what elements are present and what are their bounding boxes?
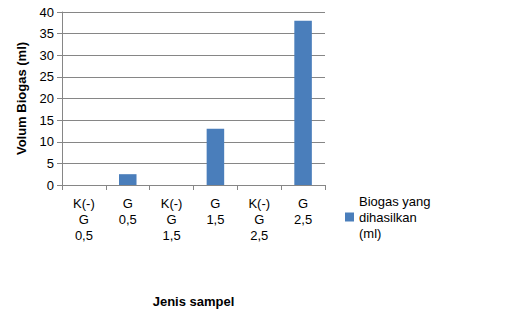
svg-text:G: G xyxy=(123,196,133,211)
svg-text:1,5: 1,5 xyxy=(163,228,181,243)
svg-text:dihasilkan: dihasilkan xyxy=(359,210,417,225)
svg-text:15: 15 xyxy=(40,113,54,128)
svg-text:G: G xyxy=(79,212,89,227)
svg-text:2,5: 2,5 xyxy=(250,228,268,243)
svg-text:25: 25 xyxy=(40,69,54,84)
svg-text:0,5: 0,5 xyxy=(119,212,137,227)
svg-text:0: 0 xyxy=(47,178,54,193)
svg-text:Biogas yang: Biogas yang xyxy=(359,194,431,209)
svg-text:G: G xyxy=(167,212,177,227)
svg-text:30: 30 xyxy=(40,48,54,63)
svg-text:K(-): K(-) xyxy=(161,196,183,211)
svg-text:2,5: 2,5 xyxy=(294,212,312,227)
svg-text:35: 35 xyxy=(40,26,54,41)
svg-text:10: 10 xyxy=(40,134,54,149)
svg-text:5: 5 xyxy=(47,156,54,171)
svg-text:G: G xyxy=(254,212,264,227)
svg-text:Jenis sampel: Jenis sampel xyxy=(153,294,235,309)
svg-text:Volum Biogas (ml): Volum Biogas (ml) xyxy=(14,42,29,155)
svg-text:1,5: 1,5 xyxy=(206,212,224,227)
svg-text:G: G xyxy=(210,196,220,211)
svg-text:0,5: 0,5 xyxy=(75,228,93,243)
svg-text:K(-): K(-) xyxy=(248,196,270,211)
svg-text:G: G xyxy=(298,196,308,211)
svg-text:20: 20 xyxy=(40,91,54,106)
svg-text:40: 40 xyxy=(40,5,54,20)
svg-text:K(-): K(-) xyxy=(73,196,95,211)
svg-text:(ml): (ml) xyxy=(359,226,381,241)
